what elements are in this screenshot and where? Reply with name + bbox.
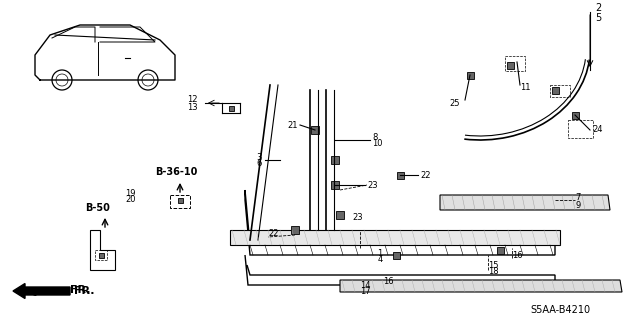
Text: 8: 8 <box>372 132 378 142</box>
FancyBboxPatch shape <box>178 198 183 203</box>
FancyBboxPatch shape <box>336 211 344 219</box>
Text: 14: 14 <box>360 280 371 290</box>
FancyBboxPatch shape <box>397 172 404 179</box>
Text: S5AA-B4210: S5AA-B4210 <box>530 305 590 315</box>
Text: 3: 3 <box>257 152 262 161</box>
Text: 16: 16 <box>512 250 523 259</box>
FancyBboxPatch shape <box>497 247 504 254</box>
Polygon shape <box>230 230 560 245</box>
Text: 5: 5 <box>595 13 601 23</box>
Text: 2: 2 <box>595 3 601 13</box>
Text: 10: 10 <box>372 139 383 149</box>
Text: 22: 22 <box>420 170 431 180</box>
FancyBboxPatch shape <box>99 253 104 258</box>
Text: 18: 18 <box>488 268 499 277</box>
FancyBboxPatch shape <box>331 181 339 189</box>
FancyArrow shape <box>13 284 70 299</box>
Text: 19: 19 <box>125 189 136 197</box>
Text: 16: 16 <box>383 278 394 286</box>
FancyBboxPatch shape <box>572 112 579 119</box>
Text: 4: 4 <box>378 256 383 264</box>
Text: 23: 23 <box>367 181 378 189</box>
Polygon shape <box>440 195 610 210</box>
Text: 22: 22 <box>268 228 278 238</box>
Text: FR.: FR. <box>31 285 90 295</box>
Text: 25: 25 <box>449 99 460 108</box>
Text: 9: 9 <box>575 201 580 210</box>
Text: 17: 17 <box>360 287 371 296</box>
Text: 21: 21 <box>287 121 298 130</box>
Text: 12: 12 <box>188 95 198 105</box>
Text: 7: 7 <box>575 192 580 202</box>
FancyBboxPatch shape <box>331 156 339 164</box>
Text: 20: 20 <box>125 196 136 204</box>
Bar <box>568 120 593 138</box>
FancyBboxPatch shape <box>291 226 299 234</box>
Text: 15: 15 <box>488 261 499 270</box>
Bar <box>505 56 525 71</box>
Text: 23: 23 <box>352 213 363 222</box>
FancyBboxPatch shape <box>507 62 514 69</box>
Text: 6: 6 <box>257 160 262 168</box>
Text: 24: 24 <box>592 125 602 135</box>
Text: 13: 13 <box>188 102 198 112</box>
FancyBboxPatch shape <box>229 106 234 111</box>
Polygon shape <box>340 280 622 292</box>
Text: B-36-10: B-36-10 <box>155 167 197 177</box>
FancyBboxPatch shape <box>467 72 474 79</box>
Text: 1: 1 <box>378 249 383 257</box>
Text: B-50: B-50 <box>85 203 110 213</box>
Text: FR.: FR. <box>74 286 95 296</box>
FancyBboxPatch shape <box>552 87 559 94</box>
Bar <box>550 85 570 97</box>
FancyBboxPatch shape <box>393 252 400 259</box>
Text: 11: 11 <box>520 84 531 93</box>
FancyBboxPatch shape <box>311 126 319 134</box>
Bar <box>170 195 190 208</box>
Bar <box>95 250 107 260</box>
